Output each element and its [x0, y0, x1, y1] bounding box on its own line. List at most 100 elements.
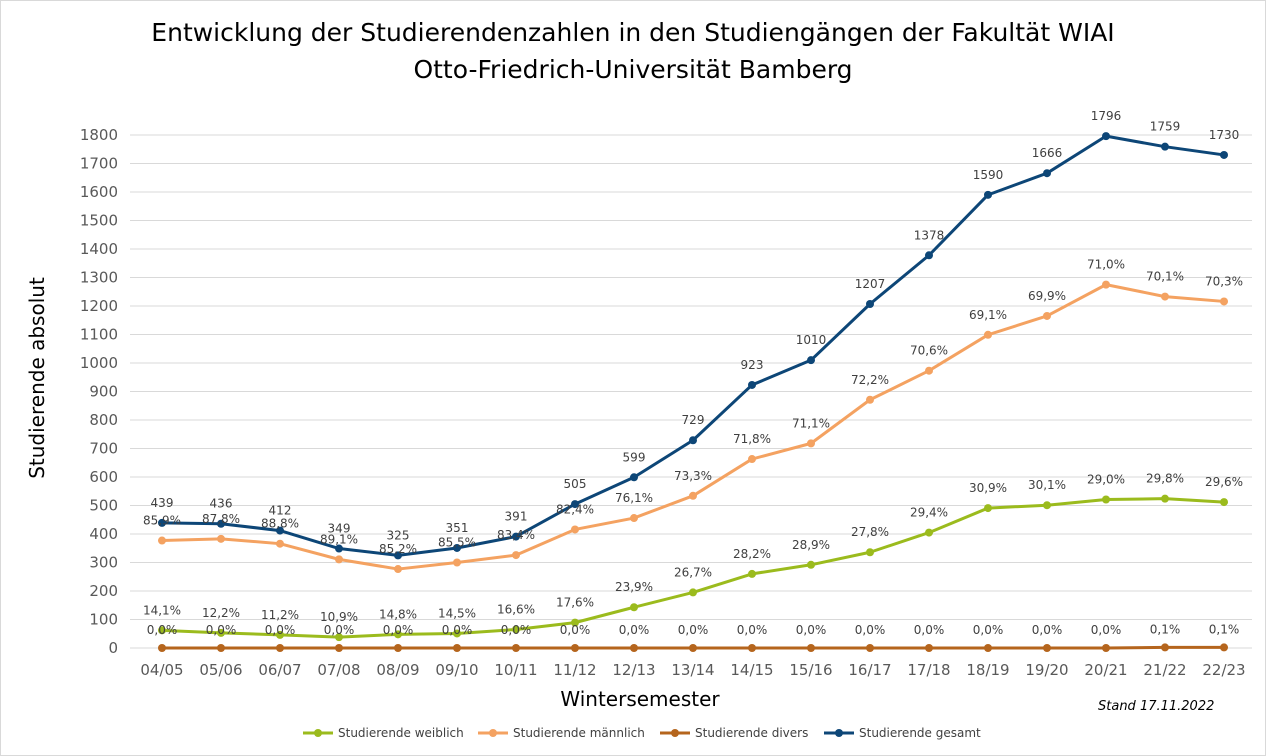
data-point [571, 525, 579, 534]
data-label: 729 [682, 413, 705, 427]
y-tick-label: 1800 [80, 126, 118, 144]
x-tick-label: 07/08 [317, 661, 360, 679]
y-tick-label: 500 [89, 497, 118, 515]
data-label: 69,9% [1028, 289, 1066, 303]
data-label: 0,0% [678, 623, 709, 637]
data-label: 0,0% [1032, 623, 1063, 637]
data-point [453, 644, 461, 652]
data-point [335, 644, 343, 652]
x-axis-title: Wintersemester [560, 687, 720, 711]
data-label: 28,9% [792, 538, 830, 552]
data-point [394, 630, 402, 639]
data-label: 351 [446, 521, 469, 535]
data-point [807, 356, 815, 365]
data-label: 23,9% [615, 580, 653, 594]
data-label: 0,0% [147, 623, 178, 637]
legend-marker [835, 729, 843, 737]
data-label: 70,3% [1205, 274, 1243, 288]
data-point [158, 518, 166, 527]
legend-label: Studierende gesamt [859, 726, 981, 740]
data-label: 29,8% [1146, 472, 1184, 486]
data-point [1102, 644, 1110, 652]
x-axis-ticks: 04/05 05/06 06/07 07/08 08/09 09/10 10/11 11/12… [140, 661, 1245, 679]
data-point [807, 644, 815, 652]
data-point [630, 603, 638, 612]
data-point [217, 519, 225, 528]
data-label: 11,2% [261, 608, 299, 622]
data-label: 1010 [796, 333, 827, 347]
data-point [1161, 142, 1169, 151]
data-label: 0,1% [1150, 622, 1181, 636]
data-label: 412 [269, 504, 292, 518]
data-point [984, 504, 992, 513]
data-label: 69,1% [969, 308, 1007, 322]
x-tick-label: 11/12 [553, 661, 596, 679]
data-point [394, 565, 402, 574]
y-tick-label: 900 [89, 383, 118, 401]
data-label: 27,8% [851, 525, 889, 539]
data-point [689, 588, 697, 597]
x-tick-label: 10/11 [494, 661, 537, 679]
data-point [1161, 494, 1169, 503]
data-point [394, 644, 402, 652]
y-tick-label: 1500 [80, 212, 118, 230]
data-point [1220, 498, 1228, 507]
data-label: 0,0% [206, 623, 237, 637]
y-tick-label: 600 [89, 468, 118, 486]
y-tick-label: 1200 [80, 297, 118, 315]
data-point [276, 630, 284, 639]
data-label: 1207 [855, 277, 886, 291]
data-point [748, 569, 756, 578]
x-tick-label: 06/07 [258, 661, 301, 679]
data-label: 325 [387, 528, 410, 542]
legend-label: Studierende divers [695, 726, 808, 740]
data-point [335, 555, 343, 564]
data-label: 1730 [1209, 128, 1240, 142]
data-point [453, 558, 461, 567]
legend-label: Studierende weiblich [338, 726, 464, 740]
legend-marker [489, 729, 497, 737]
data-label: 349 [328, 522, 351, 536]
y-tick-label: 1300 [80, 269, 118, 287]
x-tick-label: 19/20 [1025, 661, 1068, 679]
y-tick-label: 800 [89, 411, 118, 429]
data-point [807, 560, 815, 569]
data-point [1102, 132, 1110, 141]
data-label: 0,0% [737, 623, 768, 637]
x-tick-label: 04/05 [140, 661, 183, 679]
x-tick-label: 22/23 [1202, 661, 1245, 679]
y-tick-label: 200 [89, 582, 118, 600]
legend-item: Studierende männlich [478, 726, 645, 740]
data-point [1220, 643, 1228, 652]
data-label: 85,9% [143, 514, 181, 528]
y-tick-label: 1400 [80, 240, 118, 258]
data-label: 0,0% [619, 623, 650, 637]
data-point [1043, 501, 1051, 510]
y-tick-label: 1000 [80, 354, 118, 372]
data-point [866, 300, 874, 309]
data-label: 0,0% [383, 623, 414, 637]
data-point [571, 618, 579, 627]
data-label: 1666 [1032, 146, 1063, 160]
y-tick-label: 1600 [80, 183, 118, 201]
data-label: 16,6% [497, 602, 535, 616]
data-label: 72,2% [851, 373, 889, 387]
y-tick-label: 300 [89, 554, 118, 572]
data-label: 30,1% [1028, 478, 1066, 492]
data-point [689, 436, 697, 445]
data-point [689, 644, 697, 652]
x-tick-label: 15/16 [789, 661, 832, 679]
series-studierende-maennlich [158, 280, 1228, 574]
y-axis-ticks: 0 100 200 300 400 500 600 700 800 900 1000 1100 1200… [80, 126, 118, 657]
chart-title: Entwicklung der Studierendenzahlen in de… [151, 18, 1115, 47]
data-label: 0,0% [796, 623, 827, 637]
data-point [512, 551, 520, 560]
data-label: 70,6% [910, 344, 948, 358]
data-point [866, 644, 874, 652]
chart-subtitle: Otto-Friedrich-Universität Bamberg [413, 55, 853, 84]
data-point [158, 626, 166, 635]
data-label: 923 [741, 358, 764, 372]
data-point [1161, 643, 1169, 652]
data-labels: 14,1% 12,2% 11,2% 10,9% 14,8% 14,5% 16,6% 17,6%… [143, 109, 1243, 637]
